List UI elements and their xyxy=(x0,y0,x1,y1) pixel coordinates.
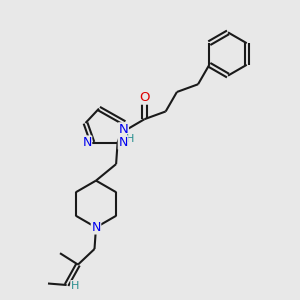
Text: N: N xyxy=(91,221,101,234)
Text: N: N xyxy=(118,123,128,136)
Text: H: H xyxy=(126,134,135,144)
Text: H: H xyxy=(71,280,79,291)
Text: N: N xyxy=(118,136,128,149)
Text: O: O xyxy=(139,91,150,104)
Text: N: N xyxy=(82,136,92,149)
